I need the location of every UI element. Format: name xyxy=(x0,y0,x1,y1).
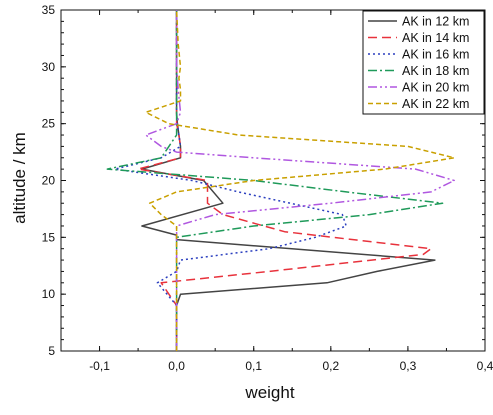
legend-label: AK in 22 km xyxy=(402,97,469,111)
x-tick-label: 0,4 xyxy=(477,359,493,373)
x-tick-label: -0,1 xyxy=(89,359,110,373)
y-tick-label: 25 xyxy=(42,117,56,131)
series-line-6 xyxy=(145,9,455,351)
y-axis-label: altitude / km xyxy=(10,132,29,224)
y-tick-label: 15 xyxy=(42,230,56,244)
y-tick-label: 30 xyxy=(42,60,56,74)
legend-label: AK in 18 km xyxy=(402,64,469,78)
legend-box xyxy=(362,10,485,115)
x-tick-label: 0,2 xyxy=(322,359,339,373)
legend-label: AK in 20 km xyxy=(402,81,469,95)
series-line-3 xyxy=(114,10,347,351)
x-tick-label: 0,3 xyxy=(400,359,417,373)
y-tick-label: 20 xyxy=(42,174,56,188)
y-tick-label: 10 xyxy=(42,287,56,301)
series-line-2 xyxy=(137,10,432,351)
legend-label: AK in 12 km xyxy=(402,15,469,29)
x-axis-label: weight xyxy=(244,383,294,402)
legend-label: AK in 14 km xyxy=(402,31,469,45)
x-tick-label: 0,1 xyxy=(245,359,262,373)
y-tick-label: 35 xyxy=(42,3,56,17)
y-tick-label: 5 xyxy=(48,344,55,358)
series-line-5 xyxy=(145,10,455,351)
legend-label: AK in 16 km xyxy=(402,48,469,62)
x-tick-label: 0,0 xyxy=(168,359,185,373)
